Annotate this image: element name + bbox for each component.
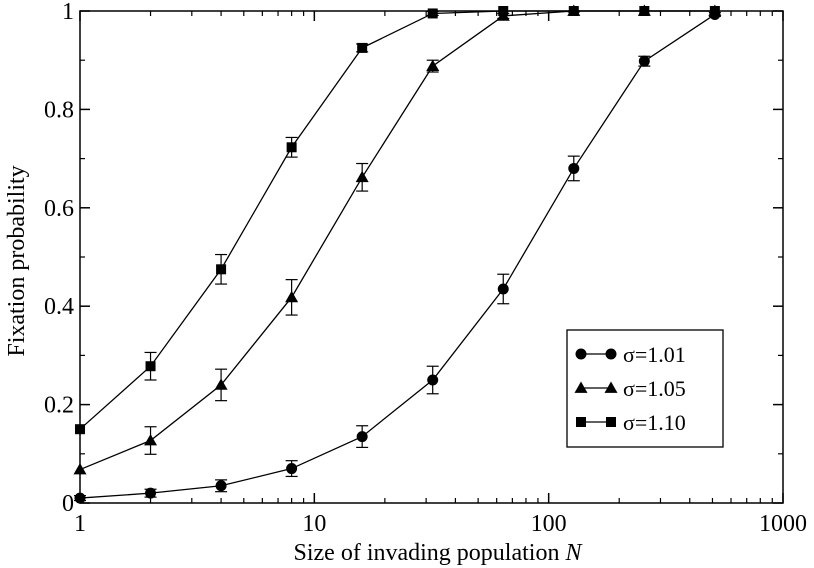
data-point	[427, 8, 438, 19]
legend-marker	[576, 417, 586, 427]
x-tick-label: 100	[531, 511, 567, 537]
legend-label: σ=1.01	[623, 342, 686, 367]
data-point	[144, 434, 158, 446]
x-axis-title-variable: N	[564, 540, 583, 566]
y-tick-label: 0	[62, 491, 74, 517]
data-point	[497, 283, 509, 295]
legend: σ=1.01 σ=1.05 σ=1.10	[566, 329, 724, 448]
data-point	[145, 487, 157, 499]
legend-entry: σ=1.05	[574, 376, 686, 401]
legend-label: σ=1.10	[623, 410, 686, 435]
y-axis-title: Fixation probability	[4, 165, 30, 356]
y-tick-label: 1	[62, 0, 74, 25]
x-axis-title: Size of invading population N	[294, 540, 584, 566]
data-point	[145, 361, 156, 372]
data-point	[355, 170, 369, 183]
y-tick-label: 0.8	[44, 97, 74, 123]
x-tick-label: 10	[302, 511, 326, 537]
series-line	[79, 13, 716, 499]
data-point	[357, 42, 368, 53]
data-point	[285, 290, 299, 303]
legend-entry: σ=1.01	[575, 342, 686, 367]
data-point	[286, 142, 297, 153]
data-point	[286, 463, 298, 475]
x-tick-label: 1000	[759, 511, 807, 537]
data-point	[356, 431, 368, 443]
legend-marker	[604, 381, 618, 393]
legend-entry: σ=1.10	[576, 410, 686, 435]
data-point	[568, 162, 580, 174]
legend-marker	[575, 348, 587, 360]
legend-marker	[574, 381, 588, 393]
data-point	[638, 55, 650, 67]
data-point	[214, 378, 228, 390]
legend-marker	[605, 348, 617, 360]
y-tick-label: 0.4	[44, 294, 74, 320]
y-tick-label: 0.2	[44, 393, 74, 419]
x-axis-title-text: Size of invading population	[294, 540, 566, 566]
data-point	[216, 264, 227, 275]
data-point	[427, 374, 439, 386]
x-tick-label: 1	[74, 511, 86, 537]
legend-marker	[606, 417, 616, 427]
axes-layer: 1 10 100 1000 0 0.2 0.4 0.6 0.8 1	[44, 0, 807, 537]
legend-label: σ=1.05	[623, 376, 686, 401]
y-tick-label: 0.6	[44, 196, 74, 222]
data-point	[215, 480, 227, 492]
data-point	[426, 59, 440, 71]
